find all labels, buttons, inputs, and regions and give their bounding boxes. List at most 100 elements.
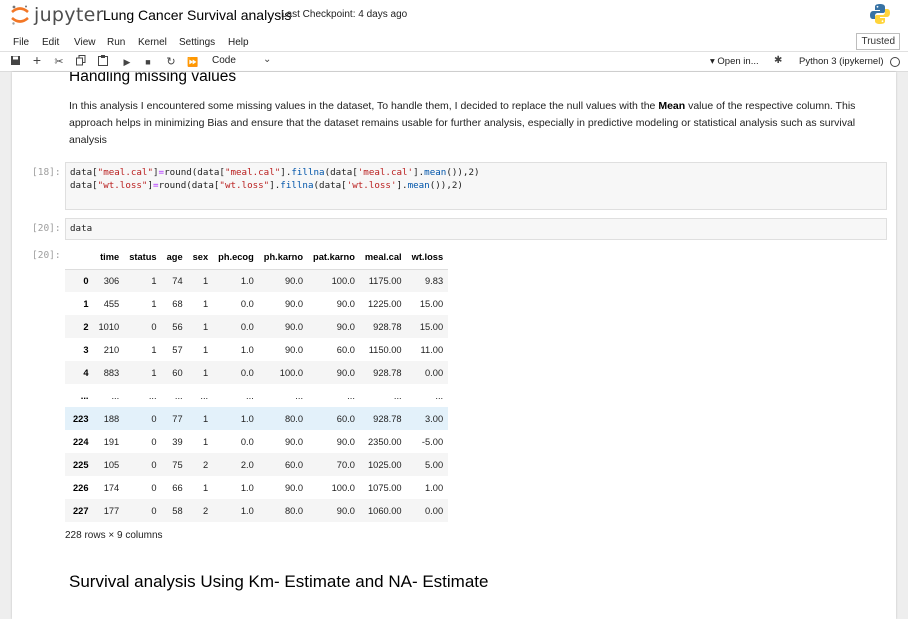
table-cell: 90.0 [336,505,355,516]
table-cell: 0 [151,436,157,447]
restart-icon[interactable]: ↻ [166,56,176,68]
markdown-heading-missing-values: Handling missing values [69,72,237,85]
table-cell: 210 [103,344,120,355]
table-cell: 1225.00 [368,298,402,309]
table-row: 0 306 1 74 1 1.0 90.0 100.0 1175.00 9.83 [65,269,449,292]
table-cell: ... [200,390,209,401]
row-index: 224 [73,436,89,447]
menu-help[interactable]: Help [228,37,249,48]
table-cell: 90.0 [284,275,304,286]
copy-icon[interactable] [74,55,88,70]
table-cell: 15.00 [419,298,444,309]
table-cell: 9.83 [425,275,444,286]
menu-kernel[interactable]: Kernel [138,37,167,48]
table-cell: 57 [172,344,183,355]
table-cell: 90.0 [284,321,304,332]
table-cell: 0.00 [425,367,444,378]
menu-edit[interactable]: Edit [42,37,60,48]
code-line-2: data["wt.loss"]=round(data["wt.loss"].fi… [70,180,463,191]
row-index: 3 [83,344,89,355]
column-header: ph.karno [258,245,309,270]
table-cell: 90.0 [284,298,304,309]
table-cell: 1 [202,436,209,447]
table-cell: 0.0 [240,436,254,447]
menu-file[interactable]: File [13,37,30,48]
table-cell: 11.00 [420,344,444,355]
table-cell: 1 [202,344,209,355]
code-cell-18[interactable]: data["meal.cal"]=round(data["meal.cal"].… [65,162,887,210]
table-row: 227 177 0 58 2 1.0 80.0 90.0 1060.00 0.00 [65,499,449,522]
cell-type-select[interactable]: Code [212,55,236,66]
jupyter-logo[interactable]: jupyter [10,4,104,26]
save-icon[interactable] [8,55,22,69]
table-cell: 928.78 [373,413,402,424]
table-cell: 1 [151,367,157,378]
table-cell: 0.0 [240,321,254,332]
cut-icon[interactable]: ✂ [54,56,64,68]
chevron-down-icon[interactable]: ⌄ [263,54,272,65]
table-cell: 60.0 [336,413,355,424]
python-logo-icon [870,4,890,24]
paste-icon[interactable] [96,55,110,70]
column-header: meal.cal [359,245,407,270]
table-cell: 100.0 [279,367,304,378]
table-cell: 60 [172,367,183,378]
table-cell: ... [435,390,444,401]
table-cell: 80.0 [284,413,304,424]
column-header: time [93,245,125,270]
notebook-title[interactable]: Lung Cancer Survival analysis [103,7,292,23]
table-cell: 1025.00 [368,459,402,470]
jupyter-wordmark: jupyter [34,4,104,26]
table-cell: 1.0 [240,275,254,286]
add-cell-icon[interactable]: + [32,52,42,68]
table-cell: 90.0 [336,298,355,309]
table-cell: 66 [172,482,183,493]
table-cell: 2 [202,459,209,470]
table-cell: 90.0 [284,436,304,447]
code-cell-20[interactable]: data [65,218,887,240]
table-cell: 39 [172,436,183,447]
table-cell: 1.0 [240,482,254,493]
stop-icon[interactable]: ■ [145,57,151,67]
table-cell: 90.0 [336,321,355,332]
trusted-indicator[interactable]: Trusted [856,33,900,50]
output-prompt-20: [20]: [32,250,61,261]
table-header-row: time status age sex ph.ecog ph.karno pat.karno… [65,245,449,270]
table-row: 2 1010 0 56 1 0.0 90.0 90.0 928.78 15.00 [65,315,449,338]
row-index: ... [80,390,89,401]
dataframe-shape: 228 rows × 9 columns [65,530,163,541]
column-header: pat.karno [308,245,360,270]
table-cell: 0 [151,505,157,516]
notebook-toolbar: + ✂ ▶ ■ ↻ ⏩ Code ⌄ ▾ Open in... ✱ Python… [0,52,908,72]
menu-view[interactable]: View [74,37,96,48]
open-in-button[interactable]: ▾ Open in... [710,56,759,67]
table-cell: ... [393,390,402,401]
table-cell: 90.0 [284,344,304,355]
row-index: 4 [83,367,89,378]
row-index: 0 [83,275,89,286]
table-cell: 1010 [98,321,120,332]
table-row: 224 191 0 39 1 0.0 90.0 90.0 2350.00 -5.00 [65,430,448,453]
table-cell: 75 [172,459,183,470]
table-cell: 1060.00 [368,505,402,516]
table-cell: 174 [103,482,120,493]
top-bar: jupyter Lung Cancer Survival analysis La… [0,0,908,32]
table-cell: 191 [103,436,120,447]
table-cell: 105 [103,459,120,470]
menu-run[interactable]: Run [107,37,126,48]
run-icon[interactable]: ▶ [123,57,131,67]
table-cell: 0.0 [240,367,254,378]
menu-settings[interactable]: Settings [179,37,216,48]
table-cell: 80.0 [284,505,304,516]
table-cell: 74 [172,275,183,286]
bug-icon[interactable]: ✱ [774,55,783,66]
kernel-name[interactable]: Python 3 (ipykernel) [799,56,884,67]
table-cell: ... [174,390,183,401]
table-cell: 1175.00 [368,275,402,286]
restart-run-all-icon[interactable]: ⏩ [187,57,199,67]
table-cell: 1.0 [240,505,254,516]
code-line-1: data["meal.cal"]=round(data["meal.cal"].… [70,167,480,178]
table-cell: 306 [103,275,120,286]
table-cell: 1 [202,275,209,286]
notebook-panel: Handling missing values In this analysis… [12,72,896,619]
